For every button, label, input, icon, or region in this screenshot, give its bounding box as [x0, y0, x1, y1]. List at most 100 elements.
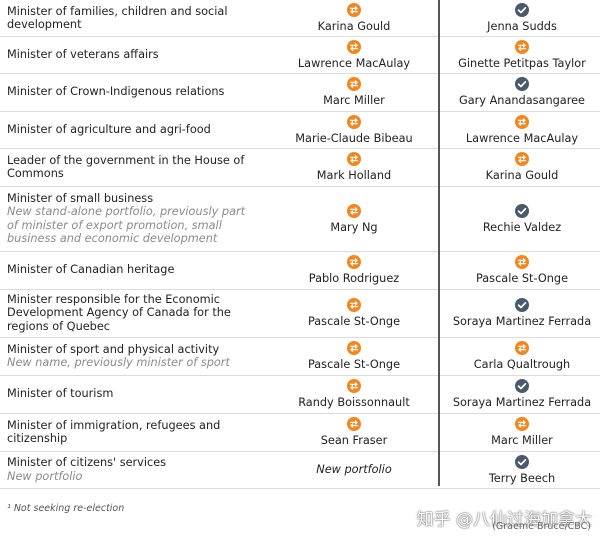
- previous-minister-cell: Pascale St-Onge: [269, 337, 439, 375]
- previous-minister-name: Pablo Rodriguez: [308, 272, 400, 285]
- new-minister-name: Pascale St-Onge: [475, 272, 569, 285]
- new-minister-cell: Lawrence MacAulay: [448, 111, 596, 148]
- table-row: Minister of Canadian heritage Pablo Rodri…: [0, 251, 600, 290]
- new-minister-cell: Carla Qualtrough: [448, 337, 596, 375]
- swap-icon: [347, 255, 361, 269]
- swap-icon: [347, 39, 361, 54]
- table-row: Minister of sport and physical activity N…: [0, 337, 600, 376]
- new-minister-name: Soraya Martinez Ferrada: [452, 315, 592, 328]
- portfolio-cell: Minister of sport and physical activity N…: [7, 337, 259, 375]
- column-divider: [438, 0, 440, 486]
- portfolio-title: Minister of tourism: [7, 387, 114, 401]
- portfolio-title: Minister of citizens' services: [7, 456, 167, 469]
- table-row: Leader of the government in the House of…: [0, 148, 600, 187]
- previous-minister-cell: Marie-Claude Bibeau: [269, 111, 439, 148]
- footnote: ¹ Not seeking re-election: [7, 503, 125, 514]
- portfolio-cell: Minister of citizens' services New portfo…: [7, 451, 259, 488]
- new-minister-cell: Soraya Martinez Ferrada: [448, 289, 596, 337]
- table-row: Minister responsible for the Economic De…: [0, 289, 600, 338]
- portfolio-cell: Minister of families, children and socia…: [7, 0, 259, 36]
- previous-minister-name: Sean Fraser: [320, 434, 388, 447]
- new-minister-name: Rechie Valdez: [482, 220, 562, 234]
- swap-icon: [515, 255, 529, 269]
- new-minister-name: Carla Qualtrough: [473, 358, 571, 371]
- previous-minister-cell: Marc Miller: [269, 73, 439, 111]
- swap-icon: [347, 379, 361, 393]
- portfolio-cell: Minister of Canadian heritage: [7, 251, 259, 289]
- new-minister-cell: Soraya Martinez Ferrada: [448, 375, 596, 413]
- previous-minister-cell: Lawrence MacAulay: [269, 36, 439, 73]
- swap-icon: [347, 341, 361, 355]
- previous-minister-cell: Karina Gould: [269, 0, 439, 36]
- portfolio-title: Minister of small business: [7, 191, 154, 205]
- previous-minister-name: Marie-Claude Bibeau: [295, 131, 413, 145]
- table-row: Minister of families, children and socia…: [0, 0, 600, 37]
- portfolio-note: New portfolio: [7, 469, 83, 483]
- portfolio-cell: Leader of the government in the House of…: [7, 148, 259, 186]
- new-minister-cell: Terry Beech: [448, 451, 596, 488]
- portfolio-title: Minister responsible for the Economic De…: [7, 292, 231, 333]
- portfolio-note: New stand-alone portfolio, previously pa…: [7, 205, 246, 245]
- portfolio-title: Leader of the government in the House of…: [7, 153, 245, 181]
- previous-minister-cell: Sean Fraser: [269, 413, 439, 451]
- previous-minister-cell: Mary Ng: [269, 186, 439, 251]
- portfolio-title: Minister of families, children and socia…: [7, 4, 228, 32]
- table-row: Minister of Crown-Indigenous relations Ma…: [0, 73, 600, 112]
- swap-icon: [347, 417, 361, 431]
- previous-minister-name: Lawrence MacAulay: [297, 56, 411, 70]
- table-row: Minister of agriculture and agri-food Mar…: [0, 111, 600, 149]
- check-icon: [515, 77, 529, 91]
- swap-icon: [347, 114, 361, 129]
- previous-minister-name: Randy Boissonnault: [298, 396, 410, 409]
- new-minister-name: Lawrence MacAulay: [465, 131, 579, 145]
- portfolio-cell: Minister of tourism: [7, 375, 259, 413]
- swap-icon: [515, 417, 529, 431]
- portfolio-cell: Minister of veterans affairs: [7, 36, 259, 73]
- table-row: Minister of veterans affairs Lawrence Mac…: [0, 36, 600, 74]
- photo-credit: (Graeme Bruce/CBC): [492, 521, 591, 532]
- swap-icon: [347, 152, 361, 166]
- portfolio-title: Minister of immigration, refugees and ci…: [7, 418, 221, 446]
- check-icon: [515, 3, 529, 17]
- new-minister-name: Gary Anandasangaree: [458, 94, 586, 107]
- table-row: Minister of citizens' services New portfo…: [0, 451, 600, 489]
- table-row: Minister of tourism Randy Boissonnault Sor…: [0, 375, 600, 414]
- portfolio-title: Minister of Crown-Indigenous relations: [7, 85, 225, 99]
- previous-minister-cell: Pascale St-Onge: [269, 289, 439, 337]
- new-minister-name: Ginette Petitpas Taylor: [458, 56, 586, 70]
- previous-minister-name: Pascale St-Onge: [307, 358, 401, 371]
- new-minister-name: Soraya Martinez Ferrada: [452, 396, 592, 409]
- portfolio-cell: Minister of agriculture and agri-food: [7, 111, 259, 148]
- swap-icon: [347, 203, 361, 218]
- new-minister-cell: Marc Miller: [448, 413, 596, 451]
- portfolio-cell: Minister responsible for the Economic De…: [7, 289, 259, 337]
- swap-icon: [515, 39, 529, 54]
- previous-minister-cell: New portfolio: [269, 451, 439, 488]
- swap-icon: [515, 341, 529, 355]
- portfolio-note: New name, previously minister of sport: [7, 356, 230, 369]
- swap-icon: [347, 298, 361, 312]
- portfolio-cell: Minister of Crown-Indigenous relations: [7, 73, 259, 111]
- table-row: Minister of immigration, refugees and ci…: [0, 413, 600, 452]
- check-icon: [515, 379, 529, 393]
- new-minister-name: Karina Gould: [485, 169, 559, 182]
- previous-minister-name: New portfolio: [316, 463, 392, 476]
- portfolio-title: Minister of veterans affairs: [7, 47, 159, 61]
- portfolio-cell: Minister of immigration, refugees and ci…: [7, 413, 259, 451]
- new-minister-cell: Gary Anandasangaree: [448, 73, 596, 111]
- new-minister-name: Marc Miller: [491, 434, 553, 447]
- check-icon: [515, 454, 529, 469]
- previous-minister-name: Mary Ng: [330, 220, 378, 234]
- check-icon: [515, 298, 529, 312]
- previous-minister-cell: Mark Holland: [269, 148, 439, 186]
- swap-icon: [347, 3, 361, 17]
- portfolio-title: Minister of Canadian heritage: [7, 263, 175, 277]
- swap-icon: [515, 152, 529, 166]
- previous-minister-cell: Pablo Rodriguez: [269, 251, 439, 289]
- new-minister-cell: Karina Gould: [448, 148, 596, 186]
- new-minister-cell: Pascale St-Onge: [448, 251, 596, 289]
- portfolio-title: Minister of sport and physical activity: [7, 342, 220, 356]
- swap-icon: [347, 77, 361, 91]
- previous-minister-name: Pascale St-Onge: [307, 315, 401, 328]
- new-minister-name: Jenna Sudds: [487, 20, 557, 33]
